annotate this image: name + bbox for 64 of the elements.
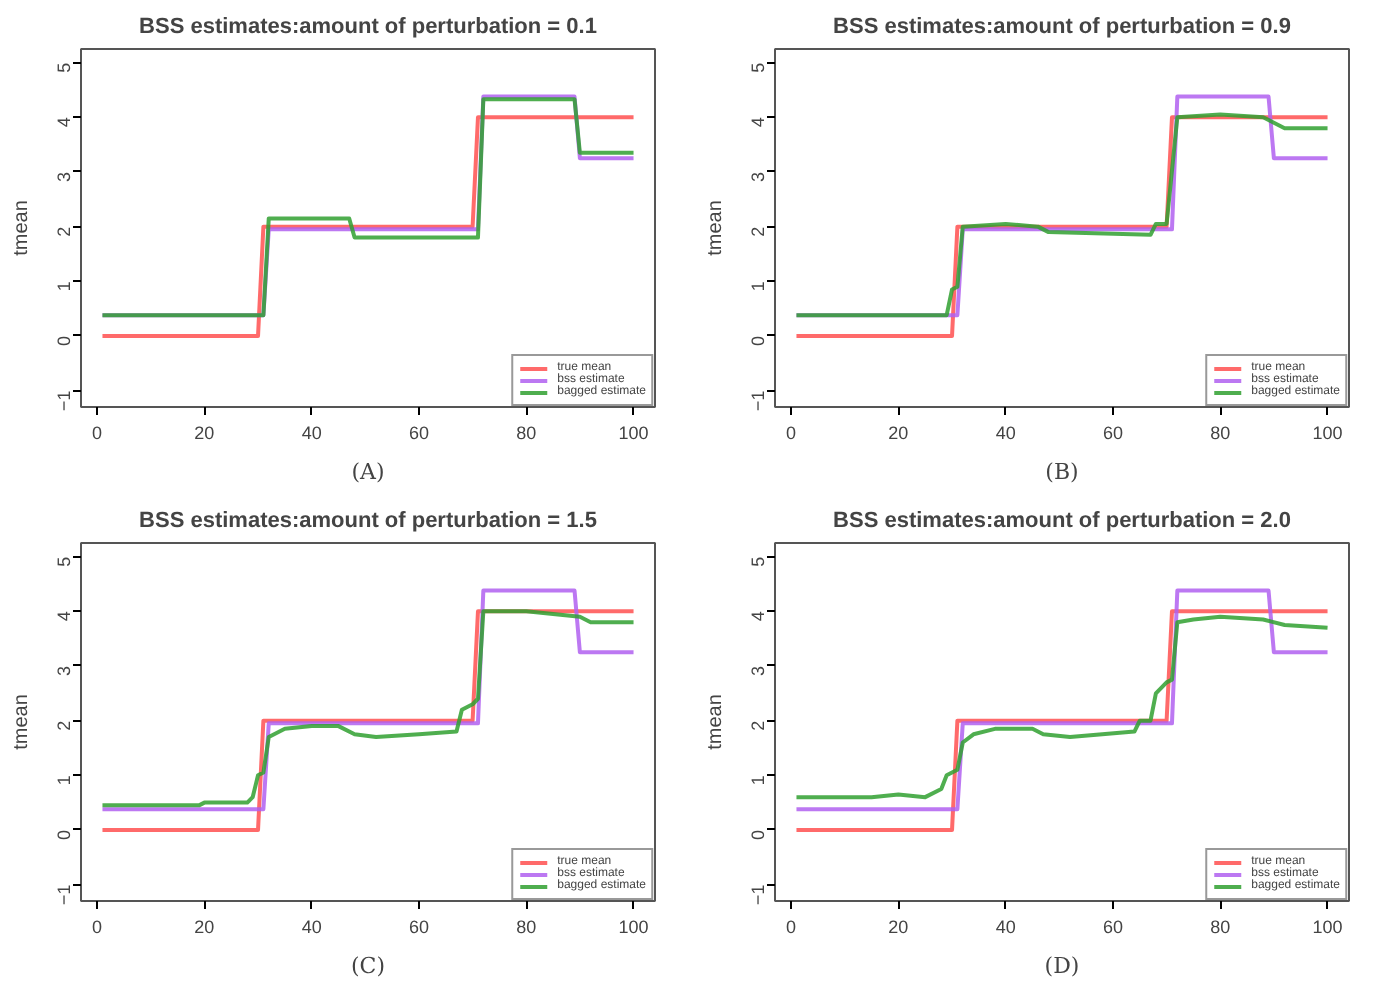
chart-title: BSS estimates:amount of perturbation = 2.0 bbox=[833, 509, 1291, 533]
y-tick-label: 0 bbox=[54, 335, 74, 346]
x-tick-label: 60 bbox=[1102, 917, 1123, 937]
y-tick-label: 4 bbox=[54, 117, 74, 128]
y-tick-label: 1 bbox=[54, 775, 74, 786]
y-tick-label: 4 bbox=[748, 117, 768, 128]
x-tick-label: 100 bbox=[618, 917, 649, 937]
y-axis-title: tmean bbox=[705, 694, 727, 750]
x-tick-label: 80 bbox=[1210, 423, 1231, 443]
x-tick-label: 20 bbox=[194, 423, 215, 443]
y-tick-label: 5 bbox=[748, 556, 768, 567]
y-tick-label: 0 bbox=[748, 829, 768, 840]
y-tick-label: 3 bbox=[54, 171, 74, 182]
y-tick-label: 2 bbox=[54, 720, 74, 731]
chart-title: BSS estimates:amount of perturbation = 1.5 bbox=[139, 509, 597, 533]
y-tick-label: 2 bbox=[748, 720, 768, 731]
x-tick-label: 0 bbox=[786, 917, 797, 937]
x-tick-label: 100 bbox=[1312, 423, 1343, 443]
x-tick-label: 40 bbox=[301, 917, 322, 937]
y-tick-label: 4 bbox=[54, 611, 74, 622]
y-tick-label: −1 bbox=[748, 390, 768, 412]
y-tick-label: 5 bbox=[54, 556, 74, 567]
x-tick-label: 60 bbox=[408, 423, 429, 443]
text: (D) bbox=[1044, 953, 1080, 979]
x-tick-label: 20 bbox=[888, 917, 909, 937]
x-tick-label: 0 bbox=[92, 917, 103, 937]
text: (A) bbox=[351, 459, 385, 485]
text: (C) bbox=[351, 953, 385, 979]
y-tick-label: 2 bbox=[748, 226, 768, 237]
chart-title: BSS estimates:amount of perturbation = 0.1 bbox=[139, 15, 597, 39]
y-tick-label: 1 bbox=[54, 281, 74, 292]
y-tick-label: 1 bbox=[748, 281, 768, 292]
y-tick-label: 5 bbox=[54, 62, 74, 73]
y-tick-label: 4 bbox=[748, 611, 768, 622]
y-tick-label: 3 bbox=[54, 665, 74, 676]
y-axis-title: tmean bbox=[11, 694, 33, 750]
y-tick-label: −1 bbox=[54, 884, 74, 906]
y-tick-label: 1 bbox=[748, 775, 768, 786]
y-tick-label: 0 bbox=[748, 335, 768, 346]
x-tick-label: 80 bbox=[1210, 917, 1231, 937]
x-tick-label: 80 bbox=[516, 423, 537, 443]
x-tick-label: 0 bbox=[92, 423, 103, 443]
y-axis-title: tmean bbox=[11, 200, 33, 256]
y-tick-label: 0 bbox=[54, 829, 74, 840]
y-axis-title: tmean bbox=[705, 200, 727, 256]
x-tick-label: 40 bbox=[301, 423, 322, 443]
y-tick-label: −1 bbox=[54, 390, 74, 412]
y-tick-label: 3 bbox=[748, 171, 768, 182]
x-tick-label: 60 bbox=[1102, 423, 1123, 443]
x-tick-label: 40 bbox=[995, 423, 1016, 443]
x-tick-label: 60 bbox=[408, 917, 429, 937]
chart-title: BSS estimates:amount of perturbation = 0.9 bbox=[833, 15, 1291, 39]
y-tick-label: −1 bbox=[748, 884, 768, 906]
x-tick-label: 0 bbox=[786, 423, 797, 443]
y-tick-label: 2 bbox=[54, 226, 74, 237]
x-tick-label: 20 bbox=[194, 917, 215, 937]
x-tick-label: 40 bbox=[995, 917, 1016, 937]
x-tick-label: 80 bbox=[516, 917, 537, 937]
x-tick-label: 100 bbox=[618, 423, 649, 443]
text: (B) bbox=[1045, 459, 1079, 485]
y-tick-label: 5 bbox=[748, 62, 768, 73]
x-tick-label: 100 bbox=[1312, 917, 1343, 937]
x-tick-label: 20 bbox=[888, 423, 909, 443]
y-tick-label: 3 bbox=[748, 665, 768, 676]
